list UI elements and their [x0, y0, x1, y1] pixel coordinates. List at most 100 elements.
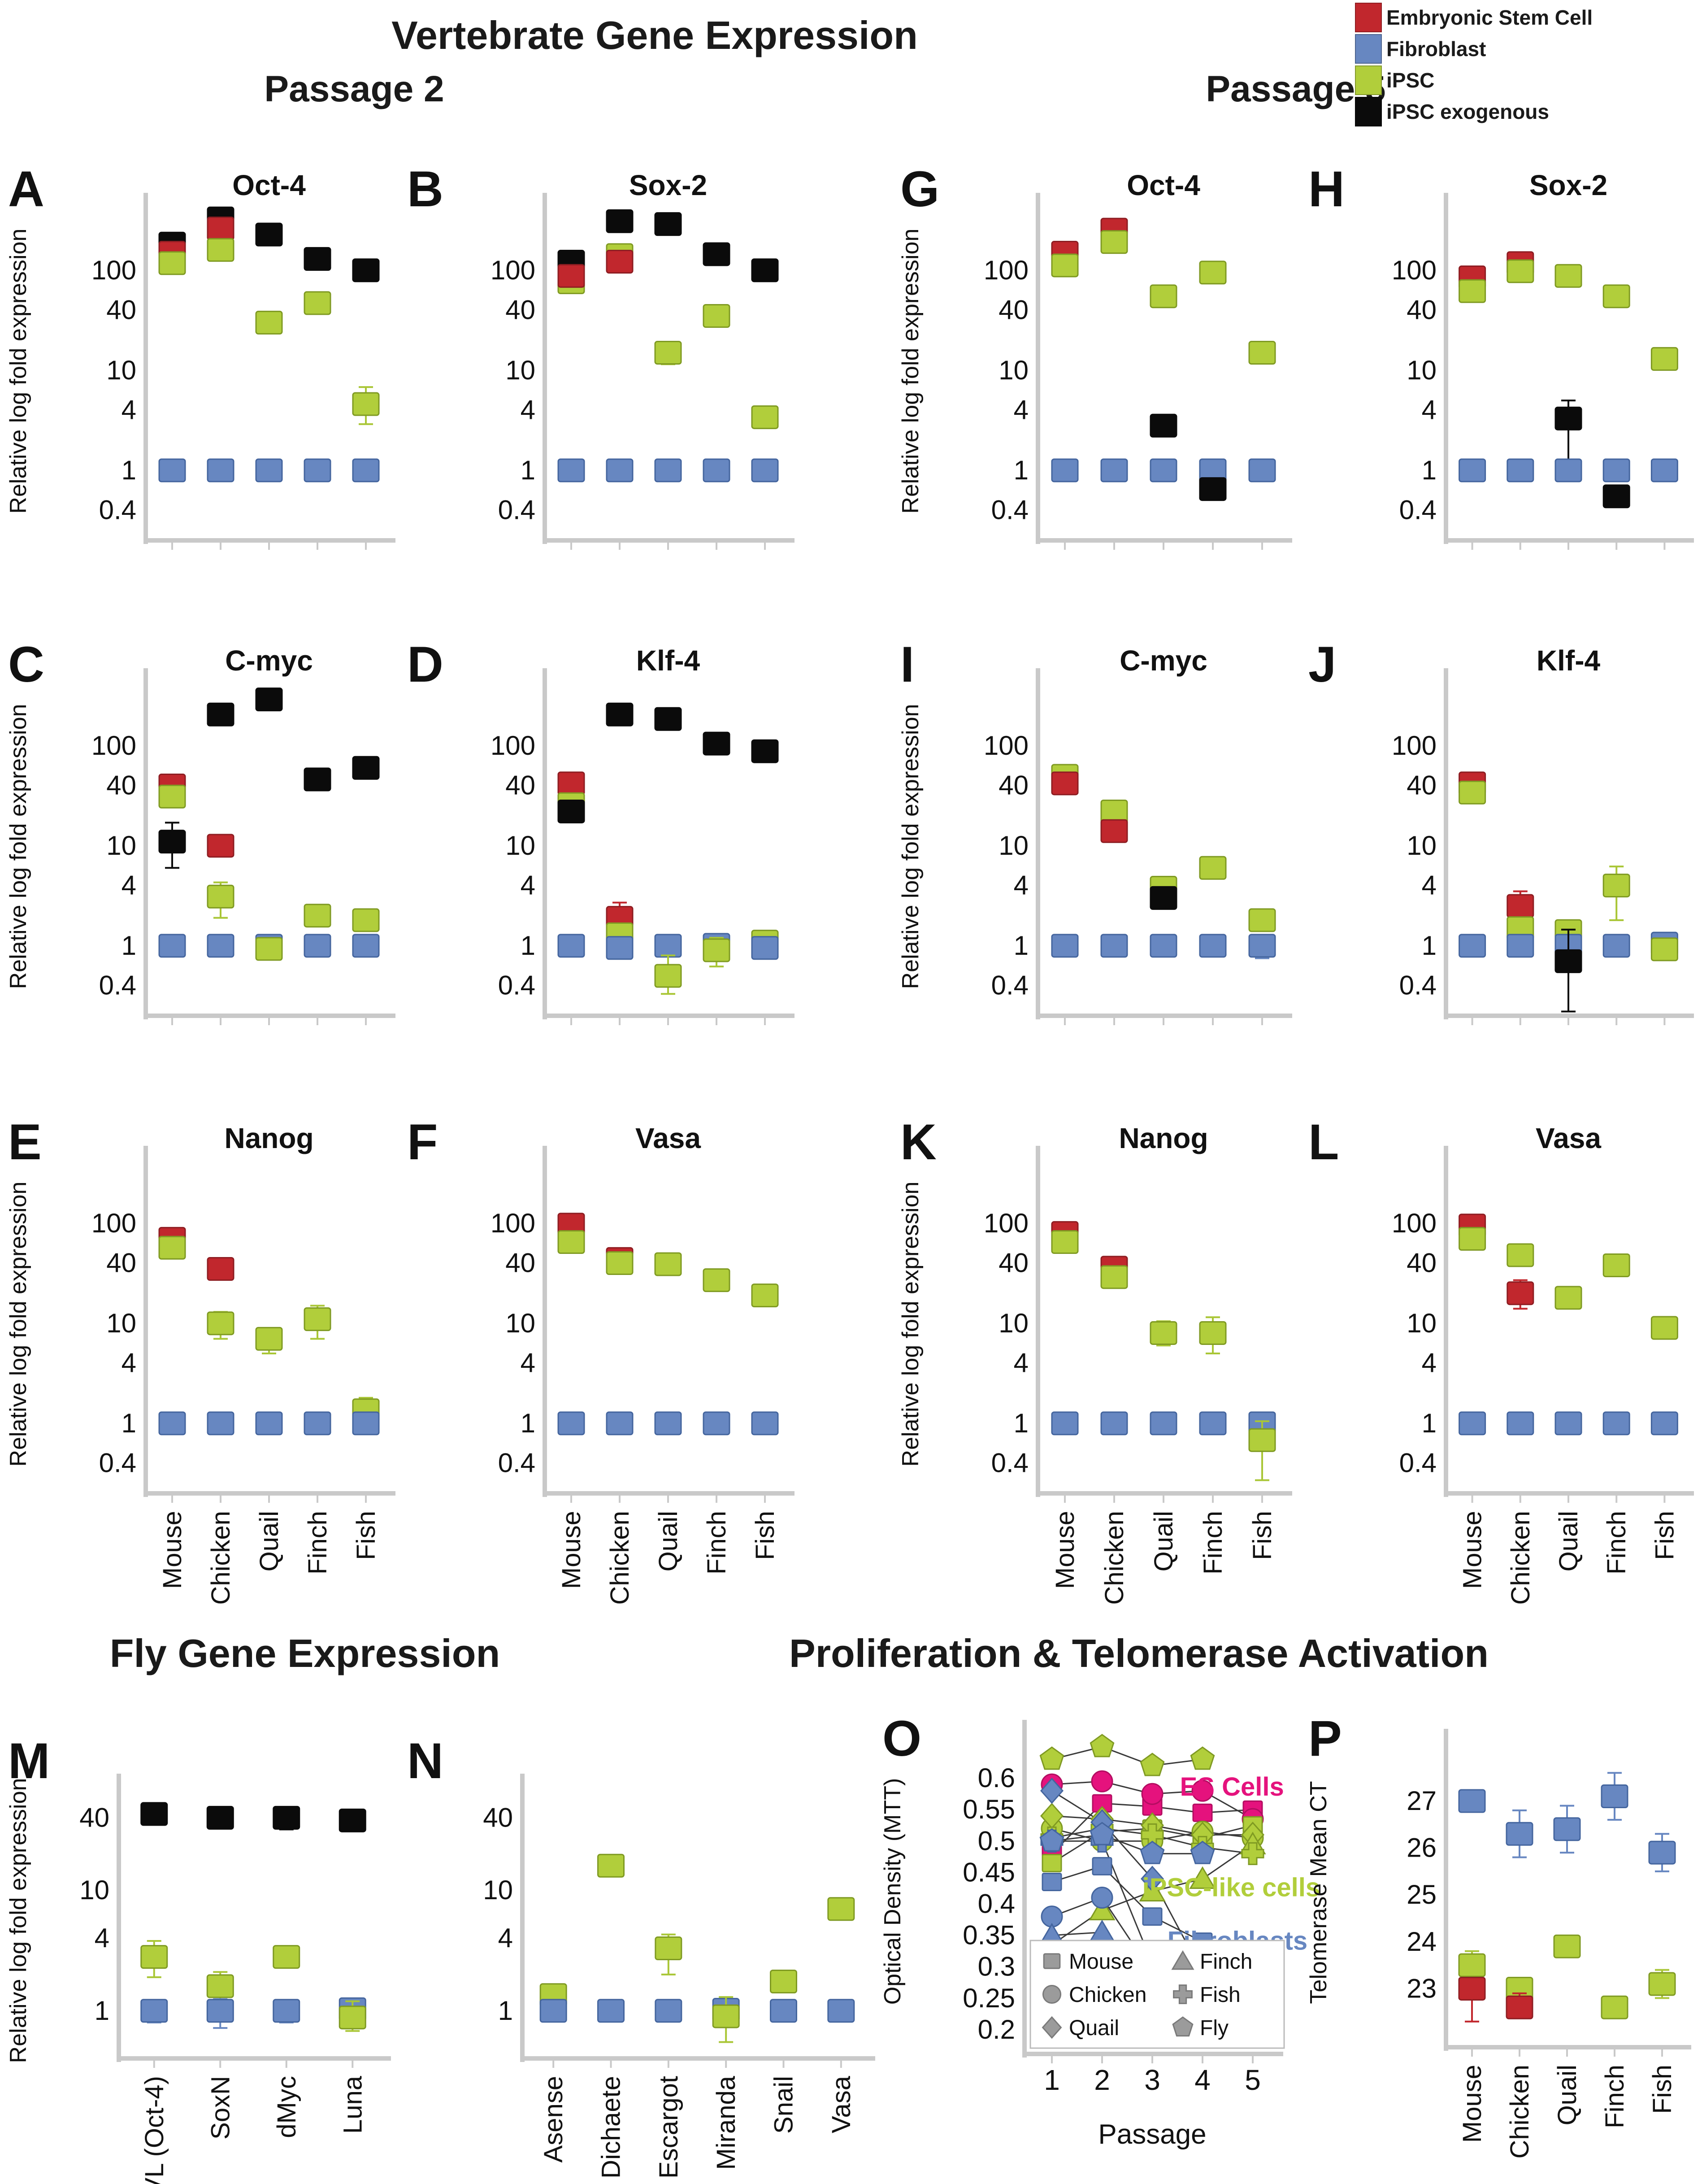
data-marker-ipsc [304, 1307, 331, 1331]
marker-circle [1141, 1783, 1164, 1805]
data-marker-ipsc [1051, 253, 1079, 278]
panel-letter: A [8, 161, 44, 217]
data-marker-ipsc [1648, 1972, 1676, 1996]
panel-title: Nanog [224, 1122, 313, 1154]
marker-circle [1091, 1887, 1113, 1909]
data-marker-fib [1602, 1411, 1630, 1436]
data-marker-ipsc [703, 938, 730, 962]
y-tick-label: 0.5 [978, 1826, 1015, 1856]
marker-pentagon [1090, 1822, 1115, 1845]
data-marker-ipsc [703, 1268, 730, 1292]
panel-letter: K [900, 1114, 937, 1170]
data-marker-ipsc [1100, 230, 1128, 254]
x-tick-label: Chicken [1506, 1511, 1535, 1605]
data-marker-fib [1507, 934, 1534, 958]
marker-diamond [1140, 1866, 1164, 1892]
data-marker-fib [557, 934, 585, 958]
y-tick-label: 40 [1407, 770, 1437, 801]
x-axis-line [143, 538, 395, 543]
data-marker-ipsc [557, 1230, 585, 1254]
marker-square [1142, 1907, 1163, 1926]
y-axis-label: Relative log fold expression [5, 704, 31, 989]
marker-diamond [1040, 1777, 1064, 1804]
x-tick-label: Quail [1149, 1511, 1178, 1571]
data-marker-fib [539, 1999, 567, 2023]
data-marker-exo [751, 258, 779, 283]
marker-triangle [1089, 1919, 1116, 1943]
y-axis-line [1444, 668, 1448, 1019]
panel-D-klf4-p2: D Klf-4 100 40 10 4 1 0.4 [399, 626, 803, 1101]
data-marker-fib [703, 1411, 730, 1436]
y-tick-label: 10 [106, 831, 136, 861]
y-tick-label: 0.4 [991, 970, 1029, 1001]
x-tick-label: Chicken [206, 1511, 235, 1605]
data-marker-esc [1100, 819, 1128, 843]
data-marker-fib [654, 458, 682, 483]
y-tick-label: 0.3 [978, 1952, 1015, 1982]
data-marker-fib [751, 458, 779, 483]
panel-svg: E Nanog Relative log fold expression 100 40 1… [5, 1114, 395, 1605]
data-marker-fib [1150, 1411, 1177, 1436]
data-marker-ipsc [255, 310, 283, 335]
data-marker-ipsc [1602, 874, 1630, 898]
y-tick-label: 40 [1407, 1248, 1437, 1278]
data-marker-fib [557, 1411, 585, 1436]
marker-pentagon [1140, 1840, 1165, 1864]
data-marker-ipsc [1553, 1934, 1581, 1958]
y-tick-label: 40 [999, 770, 1029, 801]
y-tick-label: 0.4 [498, 1448, 535, 1478]
panel-svg: I C-myc Relative log fold expression 100 40 1… [898, 636, 1292, 1025]
data-marker-exo [606, 209, 634, 233]
data-marker-ipsc [1507, 259, 1534, 283]
x-tick-label: Asense [539, 2076, 568, 2162]
y-tick-label: 0.6 [978, 1763, 1015, 1793]
data-marker-fib [606, 458, 634, 483]
data-marker-fib [1051, 1411, 1079, 1436]
data-marker-ipsc [255, 1327, 283, 1351]
marker-pentagon [1039, 1746, 1064, 1770]
marker-diamond [1042, 2016, 1062, 2039]
data-marker-fib [827, 1999, 855, 2023]
data-marker-ipsc [751, 405, 779, 429]
x-axis-line [1036, 1014, 1292, 1018]
panel-letter: G [900, 161, 939, 217]
x-tick-label: Fish [352, 1511, 381, 1560]
data-marker-esc [557, 771, 585, 796]
data-marker-ipsc [1601, 1995, 1628, 2019]
x-tick-label: Mouse [158, 1511, 187, 1589]
y-tick-label: 40 [106, 1248, 136, 1278]
x-tick-label: VVL (Oct-4) [140, 2076, 169, 2184]
y-tick-label: 1 [1014, 455, 1029, 485]
marker-pentagon [1190, 1840, 1215, 1864]
x-tick-label: Vasa [827, 2075, 856, 2133]
x-axis-line [117, 2056, 391, 2061]
marker-square [1043, 1953, 1061, 1969]
x-axis-line [520, 2056, 875, 2061]
panel-letter: J [1308, 636, 1336, 692]
data-marker-ipsc [654, 1252, 682, 1276]
y-tick-label: 100 [984, 255, 1029, 285]
data-marker-ipsc [1650, 937, 1678, 961]
data-marker-fib [1601, 1784, 1628, 1809]
data-marker-ipsc [654, 964, 682, 988]
panel-svg: N 40 10 4 1 Asense Dichaete Escargot Miranda Snai… [407, 1733, 875, 2179]
marker-circle [1091, 1770, 1113, 1792]
data-marker-ipsc [1199, 856, 1227, 880]
data-marker-fib [1554, 458, 1582, 483]
panel-letter: C [8, 636, 44, 692]
passage-2-label: Passage 2 [264, 69, 444, 109]
y-tick-label: 1 [498, 1996, 513, 2026]
y-axis-label: Relative log fold expression [898, 229, 924, 514]
y-tick-label: 1 [122, 1408, 136, 1438]
data-marker-fib [1506, 1822, 1533, 1846]
x-tick-label: Finch [702, 1511, 731, 1575]
data-marker-ipsc [770, 1969, 797, 1993]
x-tick-label: Fish [751, 1511, 780, 1560]
panel-letter: I [900, 636, 914, 692]
y-axis-line [520, 1774, 525, 2062]
data-marker-ipsc [1554, 1286, 1582, 1310]
marker-pentagon [1039, 1828, 1064, 1852]
y-tick-label: 0.4 [99, 970, 136, 1001]
y-tick-label: 4 [521, 870, 535, 901]
y-axis-label: Relative log fold expression [5, 229, 31, 514]
